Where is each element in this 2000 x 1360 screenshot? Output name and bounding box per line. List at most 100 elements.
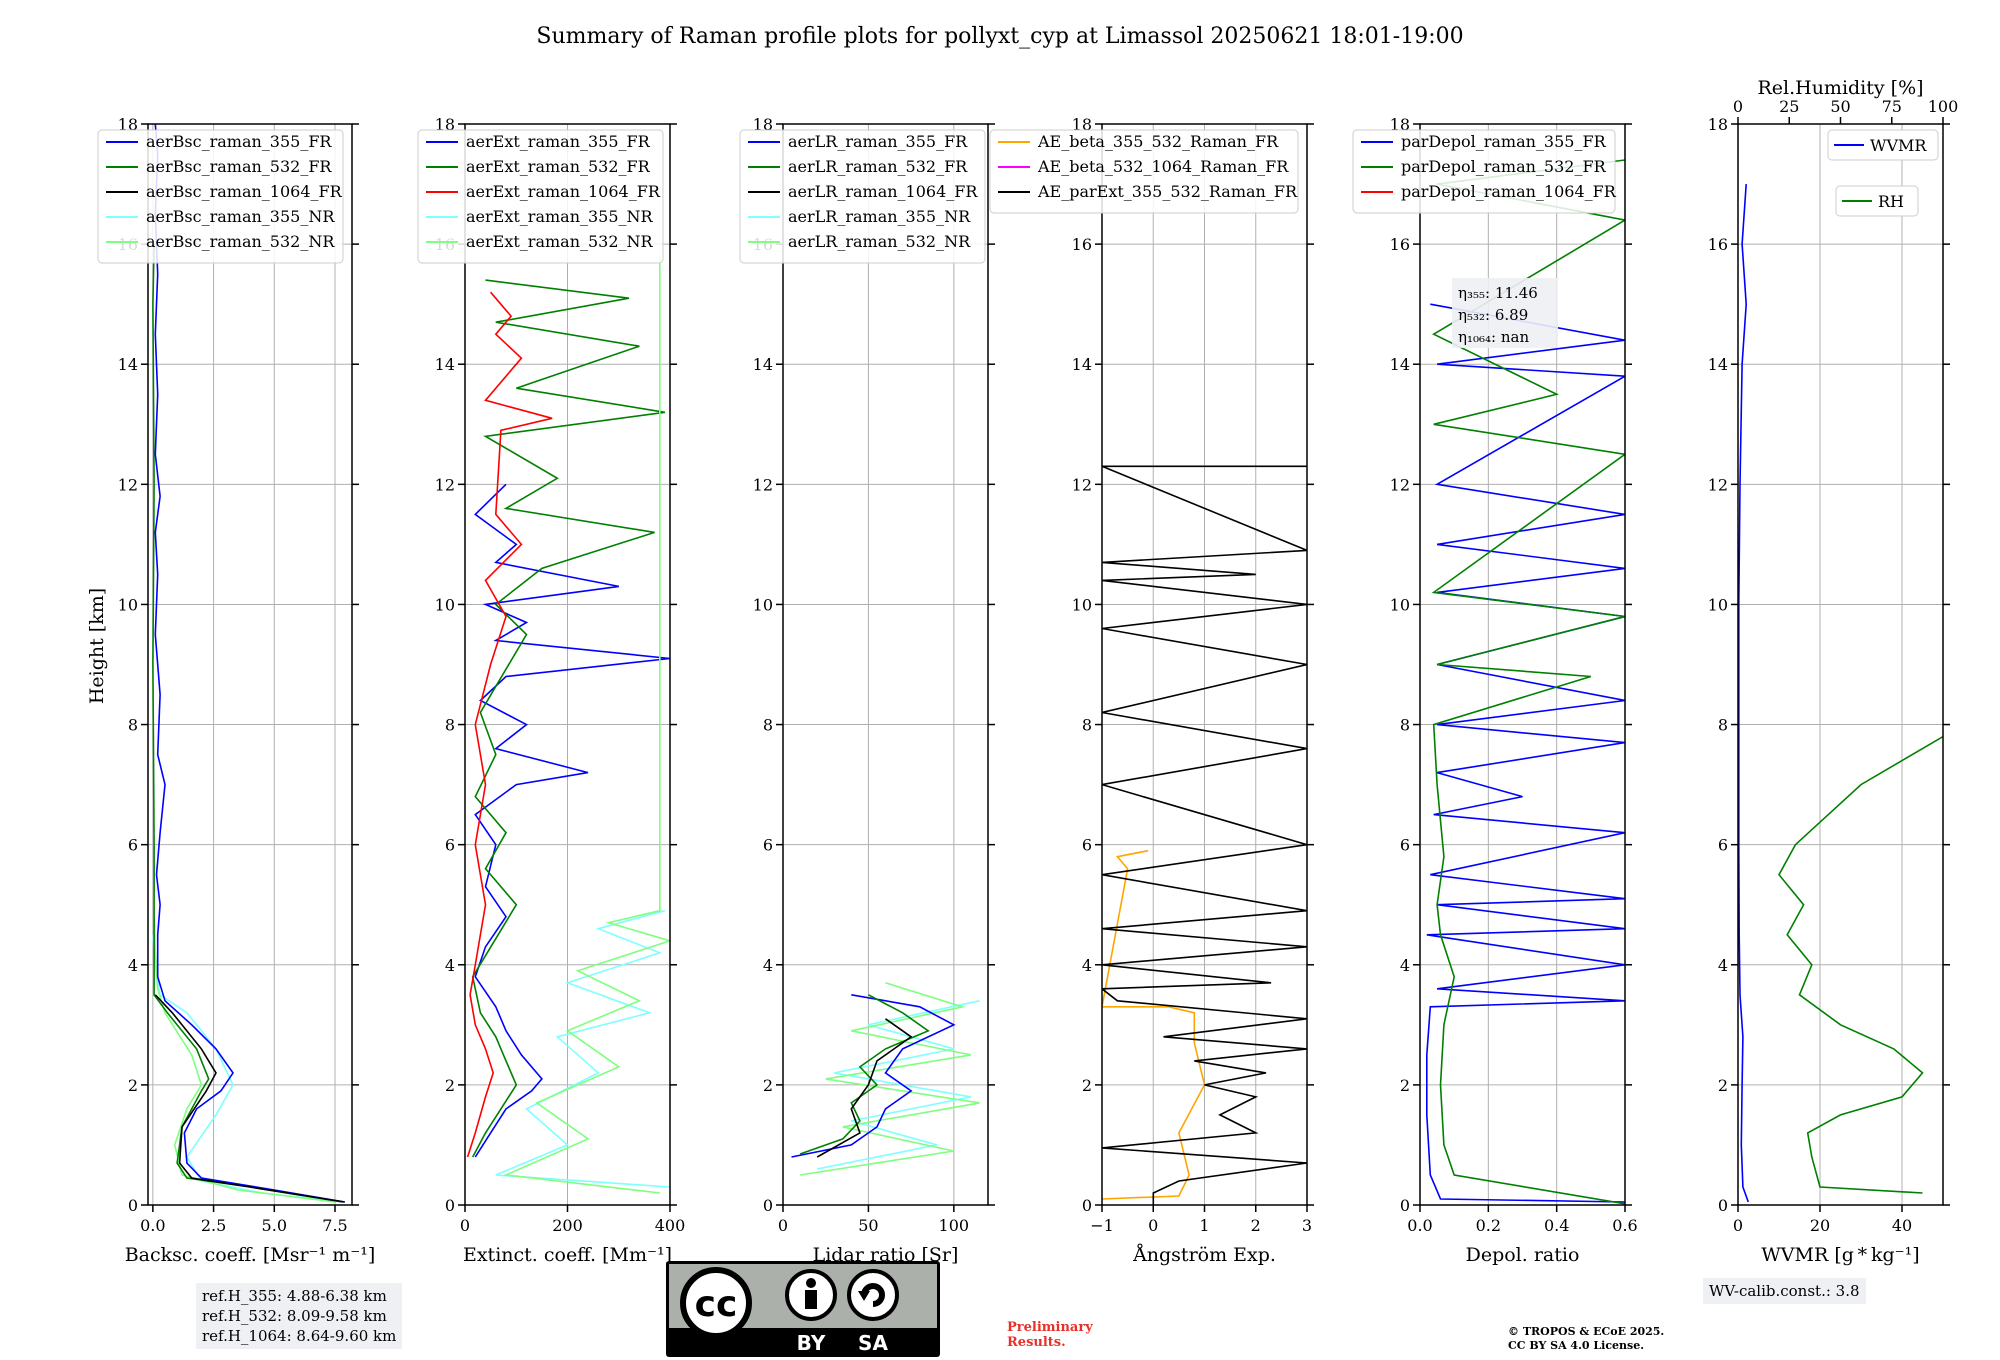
y-tick-label: 10 [118, 595, 138, 614]
cc-logo-letters: cc [695, 1284, 738, 1325]
series-line-aerLR_raman_355_FR [791, 994, 956, 1158]
y-tick-label: 14 [1072, 355, 1092, 374]
by-label: BY [797, 1331, 826, 1355]
legend-label: aerExt_raman_355_NR [466, 207, 654, 226]
y-tick-label: 12 [1708, 475, 1728, 494]
y-tick-label: 18 [1708, 115, 1728, 134]
plot-frame [464, 123, 671, 1206]
x-axis-label: Backsc. coeff. [Msr⁻¹ m⁻¹] [125, 1244, 376, 1266]
legend-label: AE_beta_355_532_Raman_FR [1037, 132, 1279, 151]
x-tick-label: 0.0 [140, 1216, 165, 1235]
x-tick-label: −1 [1090, 1216, 1114, 1235]
legend-label: aerBsc_raman_532_FR [146, 157, 332, 176]
copyright-line-2: CC BY SA 4.0 License. [1508, 1339, 1645, 1352]
ref-height-532: ref.H_532: 8.09-9.58 km [202, 1307, 387, 1325]
x-tick-label: 2.5 [201, 1216, 226, 1235]
y-tick-label: 16 [1072, 235, 1092, 254]
y-tick-label: 2 [1400, 1076, 1410, 1095]
y-tick-label: 12 [435, 475, 455, 494]
panel-depolarization: 0 2 4 6 8 10 12 14 16 18 0.0 0.2 0.4 0.6 Depol. ratio p… [1352, 115, 1638, 1266]
y-tick-label: 4 [445, 956, 455, 975]
y-tick-label: 10 [1708, 595, 1728, 614]
y-tick-label: 12 [1072, 475, 1092, 494]
cc-license-badge: cc BY SA [666, 1261, 940, 1357]
x-tick-label: 7.5 [322, 1216, 347, 1235]
y-tick-label: 4 [1718, 956, 1728, 975]
series-line-aerExt_raman_532_FR [471, 279, 666, 1158]
cc-circle-icon [680, 1267, 752, 1339]
y-tick-label: 12 [753, 475, 773, 494]
series-line-aerExt_raman_355_NR [495, 909, 670, 1188]
panel-extinction: 0246810121416180200400Extinct. coeff. [M… [417, 115, 686, 1266]
legend-label: RH [1878, 192, 1904, 211]
legend-box [417, 129, 664, 264]
x-tick-label: 5.0 [262, 1216, 287, 1235]
legend-label: aerExt_raman_532_NR [466, 232, 654, 251]
sa-share-icon [847, 1269, 899, 1321]
legend-label: aerBsc_raman_355_FR [146, 132, 332, 151]
eta-annotation: η₅₃₂: 6.89 [1458, 306, 1528, 324]
y-tick-label: 2 [128, 1076, 138, 1095]
y-tick-label: 2 [1082, 1076, 1092, 1095]
legend-label: aerLR_raman_532_NR [788, 232, 971, 251]
series-line-aerLR_raman_1064_FR [816, 1018, 913, 1158]
y-tick-label: 10 [1390, 595, 1410, 614]
x-tick-label: 50 [858, 1216, 878, 1235]
series-line-aerBsc_raman_532_NR [153, 916, 336, 1203]
y-tick-label: 0 [763, 1196, 773, 1215]
series-line-aerBsc_raman_1064_FR [154, 994, 345, 1203]
legend-box [739, 129, 986, 264]
series-line-AE_beta_355_532_Raman_FR [1102, 849, 1206, 1200]
x-tick-label: 1 [1199, 1216, 1209, 1235]
legend-label: AE_parExt_355_532_Raman_FR [1037, 182, 1298, 201]
legend-label: WVMR [1870, 136, 1927, 155]
plot-frame [1101, 123, 1308, 1206]
y-tick-label: 8 [1718, 716, 1728, 735]
series-line-aerLR_raman_532_NR [799, 982, 980, 1176]
y-tick-label: 18 [118, 115, 138, 134]
y-tick-label: 8 [763, 716, 773, 735]
series-line-aerExt_raman_355_FR [474, 483, 670, 1158]
sa-arrow-arc [861, 1283, 885, 1307]
plot-frame [1737, 123, 1944, 1206]
sa-label: SA [858, 1331, 888, 1355]
series-group [1102, 465, 1307, 1205]
x-tick-label: 400 [655, 1216, 686, 1235]
legend-label: aerLR_raman_1064_FR [788, 182, 978, 201]
y-tick-label: 10 [1072, 595, 1092, 614]
series-line-aerBsc_raman_355_FR [154, 124, 345, 1203]
x-tick-label: 0.6 [1612, 1216, 1637, 1235]
panel-water_vapor: 0 2 4 6 8 10 12 14 16 18 0 20 40 WVMR [g * kg⁻¹] 0 25 50… [1708, 77, 1959, 1266]
y-tick-label: 4 [763, 956, 773, 975]
legend-box [1835, 185, 1919, 217]
series-line-aerExt_raman_1064_FR [466, 291, 553, 1158]
legend-label: aerLR_raman_355_NR [788, 207, 971, 226]
legend-box [97, 129, 344, 264]
y-tick-label: 2 [763, 1076, 773, 1095]
y-tick-label: 0 [445, 1196, 455, 1215]
y-tick-label: 0 [1400, 1196, 1410, 1215]
y-tick-label: 0 [1718, 1196, 1728, 1215]
series-group [152, 124, 345, 1203]
series-line-aerBsc_raman_355_NR [152, 934, 345, 1203]
x-tick-label: 40 [1892, 1216, 1912, 1235]
copyright-note: © TROPOS & ECoE 2025. CC BY SA 4.0 Licen… [1508, 1325, 1664, 1353]
series-line-RH [1778, 735, 1943, 1194]
preliminary-line-2: Results. [1007, 1335, 1066, 1350]
x2-tick-label: 0 [1733, 97, 1743, 116]
y-tick-label: 8 [1400, 716, 1410, 735]
y-tick-label: 4 [1082, 956, 1092, 975]
y-tick-label: 6 [445, 836, 455, 855]
figure-title: Summary of Raman profile plots for polly… [536, 24, 1463, 49]
y-tick-label: 18 [1072, 115, 1092, 134]
y-tick-label: 14 [753, 355, 773, 374]
legend-label: aerExt_raman_1064_FR [466, 182, 661, 201]
x-tick-label: 0 [1733, 1216, 1743, 1235]
x-axis-label: Lidar ratio [Sr] [813, 1244, 959, 1266]
legend-label: parDepol_raman_355_FR [1401, 132, 1607, 151]
x-axis-label: Depol. ratio [1466, 1244, 1580, 1266]
series-line-WVMR [1738, 184, 1750, 1203]
preliminary-line-1: Preliminary [1007, 1320, 1093, 1335]
series-line-aerBsc_raman_532_FR [152, 244, 343, 1203]
